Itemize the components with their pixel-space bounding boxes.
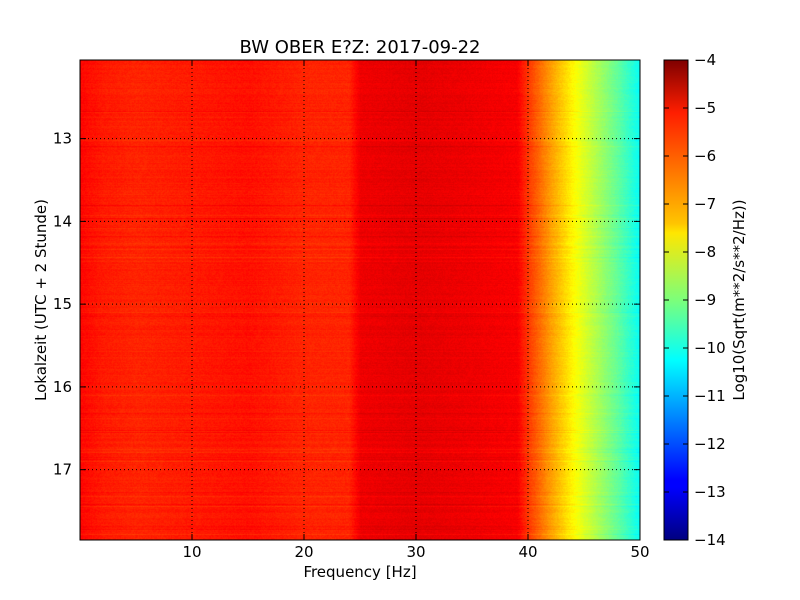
y-tick-label: 13 xyxy=(53,130,72,148)
y-tick-label: 15 xyxy=(53,295,72,313)
y-tick-label: 16 xyxy=(53,378,72,396)
colorbar-tick-label: −9 xyxy=(694,291,716,309)
colorbar-ticks: −4 −5 −6 −7 −8 −9 −10 −11 −12 −13 −14 xyxy=(664,51,726,549)
x-axis-label: Frequency [Hz] xyxy=(303,563,416,581)
colorbar-tick-label: −11 xyxy=(694,387,726,405)
colorbar-label: Log10(Sqrt(m**2/s**2/Hz)) xyxy=(730,199,748,400)
x-axis: 10 20 30 40 50 xyxy=(182,60,650,561)
colorbar-tick-label: −4 xyxy=(694,51,716,69)
colorbar-tick-label: −6 xyxy=(694,147,716,165)
y-tick-label: 14 xyxy=(53,212,72,230)
grid-lines xyxy=(80,60,640,540)
spectrogram-heatmap xyxy=(80,60,640,540)
y-axis: 13 14 15 16 17 xyxy=(53,130,640,479)
colorbar-tick-label: −8 xyxy=(694,243,716,261)
x-tick-label: 50 xyxy=(630,543,649,561)
chart-title: BW OBER E?Z: 2017-09-22 xyxy=(240,37,481,58)
colorbar-tick-label: −7 xyxy=(694,195,716,213)
colorbar: −4 −5 −6 −7 −8 −9 −10 −11 −12 −13 −14 xyxy=(663,51,726,549)
plot-area: 10 20 30 40 50 13 14 15 16 17 xyxy=(53,59,650,561)
plot-frame xyxy=(79,59,641,541)
colorbar-tick-label: −12 xyxy=(694,435,726,453)
y-axis-label: Lokalzeit (UTC + 2 Stunde) xyxy=(32,199,50,401)
x-tick-label: 10 xyxy=(182,543,201,561)
colorbar-tick-label: −5 xyxy=(694,99,716,117)
x-tick-label: 30 xyxy=(406,543,425,561)
colorbar-tick-label: −10 xyxy=(694,339,726,357)
x-tick-label: 20 xyxy=(294,543,313,561)
colorbar-tick-label: −13 xyxy=(694,483,726,501)
y-tick-label: 17 xyxy=(53,461,72,479)
x-tick-label: 40 xyxy=(518,543,537,561)
colorbar-tick-label: −14 xyxy=(694,531,726,549)
